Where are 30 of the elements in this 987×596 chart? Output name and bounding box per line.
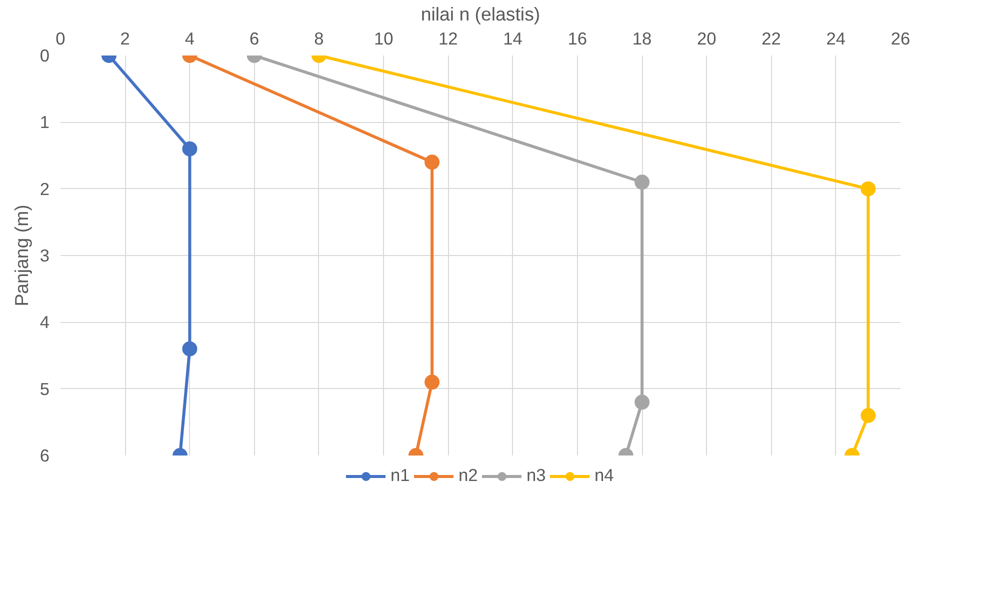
y-tick-label: 5 bbox=[40, 378, 50, 399]
x-tick-label: 24 bbox=[826, 28, 846, 48]
x-tick-label: 10 bbox=[374, 28, 394, 48]
y-tick-label: 3 bbox=[40, 246, 50, 266]
y-axis-title: Panjang (m) bbox=[10, 204, 32, 306]
point bbox=[424, 154, 440, 170]
x-tick-label: 14 bbox=[503, 28, 523, 48]
x-tick-label: 20 bbox=[697, 28, 716, 48]
x-tick-label: 4 bbox=[184, 28, 195, 48]
x-tick-label: 22 bbox=[762, 28, 781, 48]
legend-label: n2 bbox=[458, 465, 478, 486]
x-tick-label: 26 bbox=[890, 28, 910, 48]
x-tick-label: 8 bbox=[314, 28, 324, 48]
point bbox=[634, 174, 650, 190]
y-tick-label: 2 bbox=[40, 178, 50, 199]
legend-label: n3 bbox=[526, 465, 546, 486]
x-tick-label: 12 bbox=[438, 28, 458, 48]
x-tick-label: 6 bbox=[250, 28, 260, 48]
legend-label: n1 bbox=[390, 465, 410, 486]
y-tick-label: 6 bbox=[40, 446, 50, 466]
x-axis-title: nilai n (elastis) bbox=[420, 4, 540, 24]
point bbox=[860, 181, 876, 196]
x-tick-label: 18 bbox=[632, 28, 652, 48]
x-tick-label: 2 bbox=[120, 28, 130, 48]
x-tick-label: 16 bbox=[568, 28, 588, 48]
x-tick-label: 0 bbox=[56, 28, 66, 48]
y-tick-label: 1 bbox=[40, 112, 50, 132]
y-tick-label: 4 bbox=[40, 312, 50, 332]
y-tick-label: 0 bbox=[40, 46, 50, 66]
legend-label: n4 bbox=[594, 465, 614, 486]
